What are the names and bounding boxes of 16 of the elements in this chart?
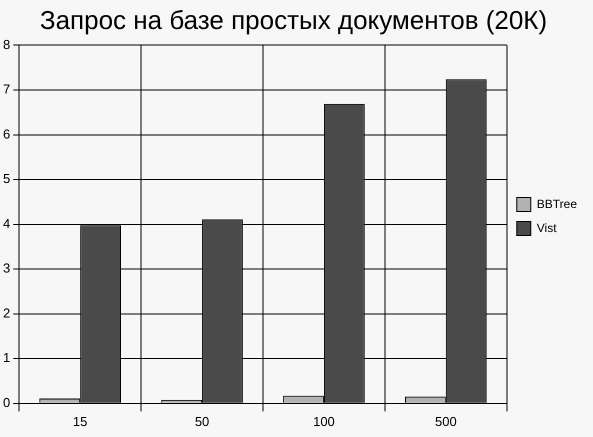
legend-label: BBTree bbox=[536, 196, 578, 211]
y-tick-label: 8 bbox=[2, 36, 10, 52]
x-tick-label: 500 bbox=[434, 414, 457, 429]
y-tick-label: 4 bbox=[2, 216, 10, 231]
chart-title: Запрос на базе простых документов (20К) bbox=[40, 4, 548, 35]
x-tick-label: 50 bbox=[194, 414, 210, 429]
x-tick-label: 100 bbox=[313, 414, 335, 429]
legend-label: Vist bbox=[536, 220, 558, 235]
y-tick-label: 6 bbox=[2, 126, 10, 142]
y-tick-label: 5 bbox=[2, 171, 10, 186]
y-tick-label: 7 bbox=[2, 82, 10, 97]
y-tick-label: 0 bbox=[2, 394, 10, 410]
y-tick-label: 3 bbox=[2, 260, 10, 276]
y-tick-label: 1 bbox=[2, 350, 10, 366]
x-tick-label: 15 bbox=[72, 414, 88, 429]
y-tick-label: 2 bbox=[2, 305, 10, 320]
